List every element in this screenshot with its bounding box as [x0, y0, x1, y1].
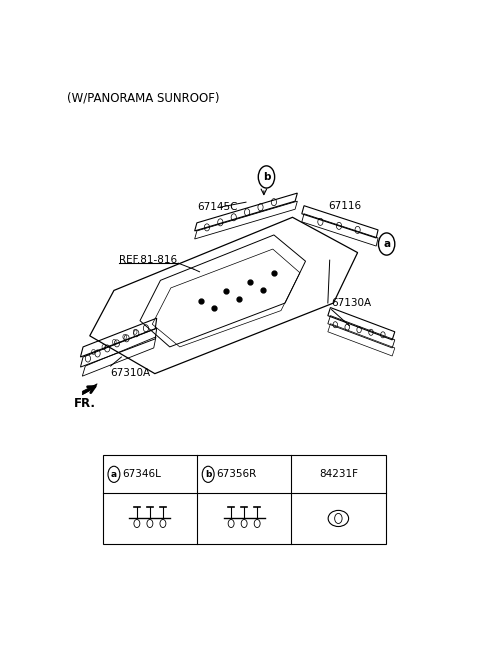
- Text: b: b: [263, 172, 270, 182]
- Text: 67346L: 67346L: [122, 470, 161, 479]
- Text: 84231F: 84231F: [319, 470, 358, 479]
- Text: a: a: [111, 470, 117, 479]
- Text: (W/PANORAMA SUNROOF): (W/PANORAMA SUNROOF): [67, 91, 220, 104]
- Text: 67145C: 67145C: [197, 202, 238, 212]
- Circle shape: [108, 466, 120, 482]
- Circle shape: [378, 233, 395, 255]
- Text: a: a: [383, 239, 390, 249]
- Text: 67116: 67116: [328, 200, 361, 211]
- Text: 67130A: 67130A: [331, 298, 371, 308]
- Text: 67310A: 67310A: [110, 367, 151, 377]
- Text: b: b: [205, 470, 211, 479]
- Text: REF.81-816: REF.81-816: [119, 255, 177, 265]
- Text: FR.: FR.: [74, 398, 96, 410]
- Circle shape: [202, 466, 214, 482]
- Text: 67356R: 67356R: [216, 470, 257, 479]
- Circle shape: [258, 166, 275, 188]
- Polygon shape: [83, 384, 97, 395]
